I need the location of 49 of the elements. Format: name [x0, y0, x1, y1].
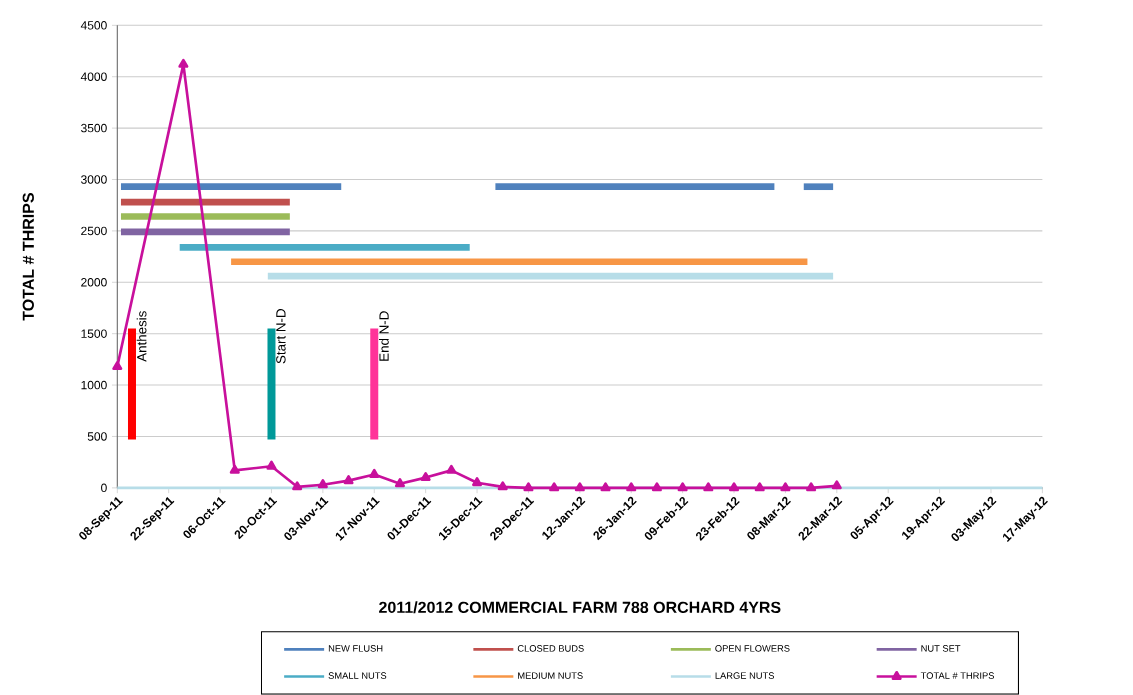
point	[780, 482, 791, 492]
point	[754, 482, 765, 492]
point	[600, 482, 611, 492]
annotation: Start N-D	[276, 309, 286, 364]
legend-label: TOTAL # THRIPS	[920, 672, 995, 680]
y-tick-label: 3000	[81, 175, 107, 184]
point	[343, 475, 354, 485]
point	[549, 482, 560, 492]
point	[266, 460, 277, 470]
y-tick-label: 500	[87, 432, 107, 441]
x-axis-title: 2011/2012 COMMERCIAL FARM 788 ORCHARD 4YRS	[379, 601, 781, 614]
annotation: End N-D	[378, 311, 389, 361]
point	[317, 479, 328, 489]
y-tick-label: 1000	[81, 380, 107, 390]
point	[178, 58, 189, 69]
legend-label: NUT SET	[921, 645, 961, 652]
y-tick-label: 4000	[80, 72, 107, 82]
point	[523, 482, 534, 492]
point	[703, 482, 714, 492]
point	[651, 482, 662, 492]
point	[806, 482, 817, 492]
legend-label: OPEN FLOWERS	[715, 645, 790, 652]
y-axis-title: TOTAL # THRIPS	[22, 193, 34, 321]
point	[369, 469, 380, 479]
point	[446, 464, 457, 475]
legend-label: SMALL NUTS	[328, 672, 387, 680]
point	[574, 482, 585, 492]
legend-label: MEDIUM NUTS	[518, 672, 583, 680]
point	[394, 478, 405, 488]
y-tick-label: 1500	[81, 329, 107, 339]
point	[831, 480, 842, 490]
legend-label: CLOSED BUDS	[517, 645, 584, 652]
point	[292, 481, 303, 491]
point	[626, 482, 637, 492]
point	[728, 482, 740, 492]
point	[677, 482, 688, 492]
legend-label: NEW FLUSH	[328, 645, 383, 652]
annotation: Anthesis	[136, 311, 147, 362]
point	[497, 481, 508, 491]
point	[420, 472, 431, 482]
y-tick-label: 4500	[80, 21, 107, 30]
legend-label: LARGE NUTS	[715, 672, 775, 680]
y-tick-label: 3500	[81, 124, 107, 133]
point	[472, 477, 483, 487]
y-tick-label: 2500	[81, 226, 107, 236]
y-tick-label: 2000	[81, 278, 107, 287]
point	[229, 464, 240, 475]
y-tick-label: 0	[101, 483, 107, 493]
point	[112, 361, 123, 371]
